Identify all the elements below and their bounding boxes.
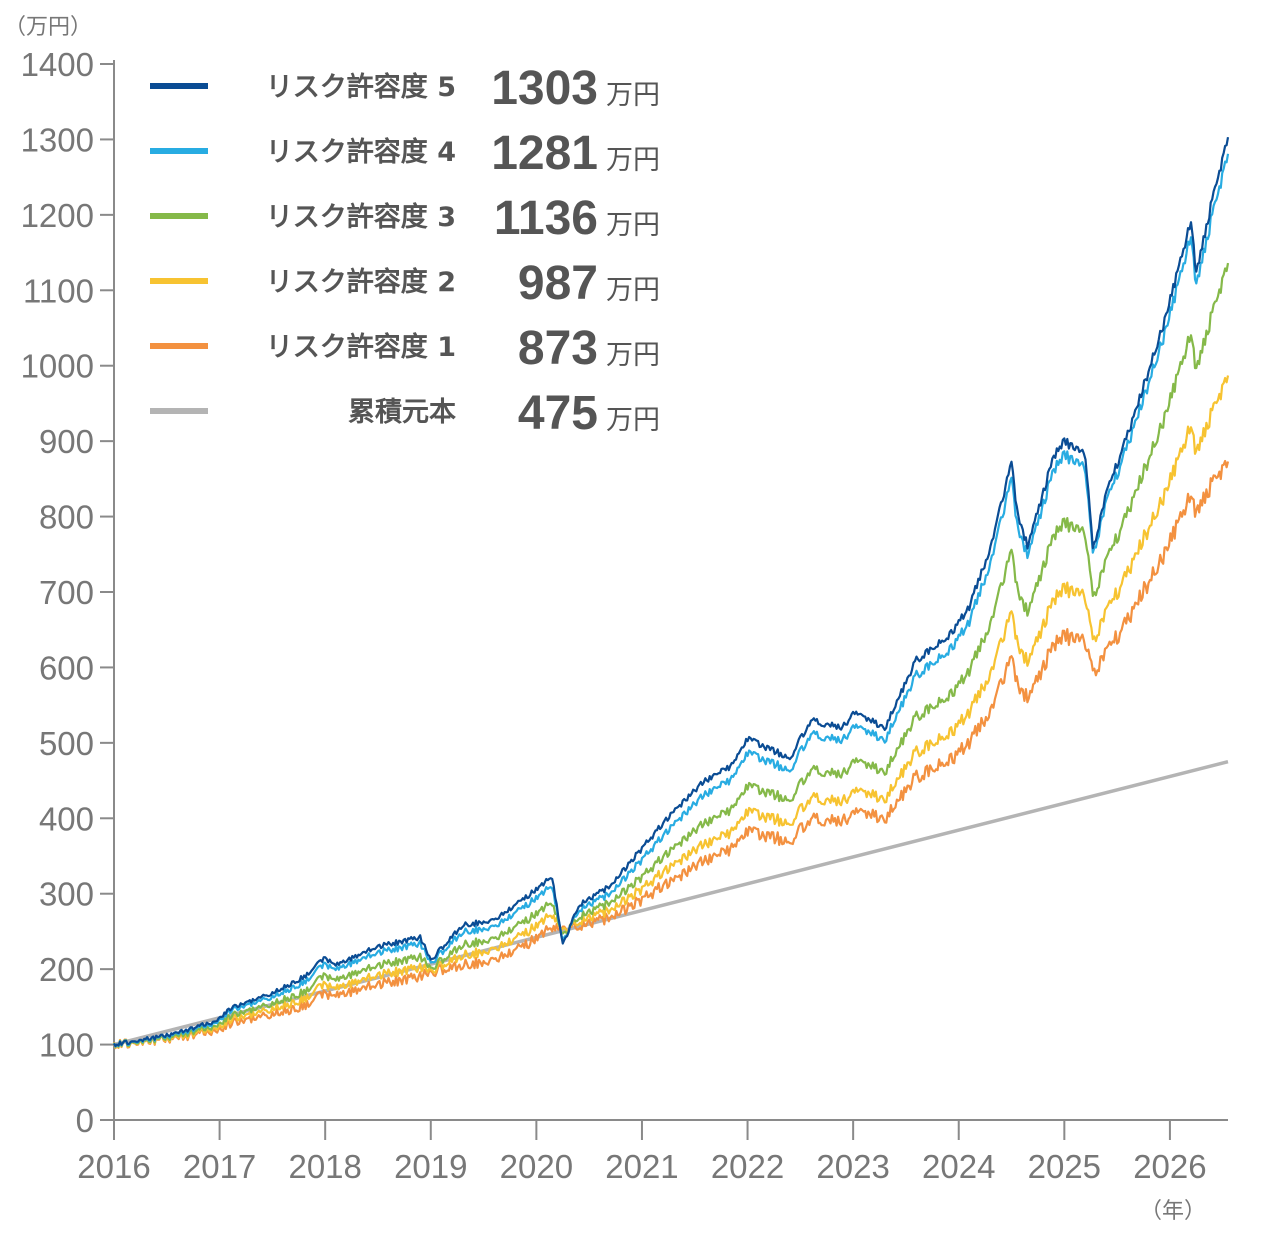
legend-label: 累積元本 xyxy=(348,397,456,428)
line-risk-3 xyxy=(112,262,1230,1049)
legend-value: 1303 xyxy=(491,62,598,115)
legend-value: 1281 xyxy=(491,127,598,180)
x-tick-label: 2024 xyxy=(922,1148,995,1185)
y-tick-label: 1200 xyxy=(21,197,94,234)
y-tick-label: 400 xyxy=(39,800,94,837)
axes: 0 100 200 300 400 500 600 700 800 900 1000 1100 1200… xyxy=(21,46,1228,1185)
legend-unit: 万円 xyxy=(606,145,660,176)
legend-item-risk-3: リスク許容度 3 1136 万円 xyxy=(150,192,660,245)
legend-label: リスク許容度 2 xyxy=(266,266,456,298)
legend-label: リスク許容度 1 xyxy=(266,331,456,363)
legend-value: 1136 xyxy=(494,192,598,245)
legend-value: 873 xyxy=(518,322,598,375)
x-axis-unit-label: （年） xyxy=(1140,1199,1206,1224)
legend-label: リスク許容度 3 xyxy=(266,201,456,233)
legend-item-risk-1: リスク許容度 1 873 万円 xyxy=(150,322,660,375)
x-tick-label: 2017 xyxy=(183,1148,256,1185)
y-tick-label: 700 xyxy=(39,574,94,611)
legend-label: リスク許容度 4 xyxy=(266,136,456,168)
x-tick-label: 2022 xyxy=(711,1148,784,1185)
y-tick-label: 200 xyxy=(39,951,94,988)
line-risk-2 xyxy=(112,153,1230,1048)
line-risk-4 xyxy=(112,375,1230,1049)
legend-value: 987 xyxy=(518,257,598,310)
x-tick-label: 2019 xyxy=(394,1148,467,1185)
x-tick-label: 2023 xyxy=(816,1148,889,1185)
y-tick-label: 1400 xyxy=(21,46,94,83)
y-tick-label: 900 xyxy=(39,423,94,460)
y-axis-unit-label: （万円） xyxy=(4,15,92,40)
legend-item-risk-4: リスク許容度 4 1281 万円 xyxy=(150,127,660,180)
legend-item-risk-2: リスク許容度 2 987 万円 xyxy=(150,257,660,310)
x-tick-label: 2016 xyxy=(77,1148,150,1185)
y-tick-label: 600 xyxy=(39,649,94,686)
legend-item-risk-5: リスク許容度 5 1303 万円 xyxy=(150,62,660,115)
legend-unit: 万円 xyxy=(606,340,660,371)
x-tick-label: 2018 xyxy=(288,1148,361,1185)
x-tick-label: 2026 xyxy=(1133,1148,1206,1185)
legend-unit: 万円 xyxy=(606,405,660,436)
legend-value: 475 xyxy=(518,387,598,440)
legend-item-principal: 累積元本 475 万円 xyxy=(150,387,660,440)
x-tick-label: 2021 xyxy=(605,1148,678,1185)
y-tick-label: 1300 xyxy=(21,121,94,158)
x-tick-label: 2025 xyxy=(1028,1148,1101,1185)
legend-unit: 万円 xyxy=(606,80,660,111)
legend-unit: 万円 xyxy=(606,275,660,306)
line-risk-5 xyxy=(112,459,1230,1050)
line-risk-1 xyxy=(113,137,1230,1048)
y-tick-label: 300 xyxy=(39,876,94,913)
y-tick-label: 1100 xyxy=(23,272,94,309)
y-tick-label: 100 xyxy=(39,1027,94,1064)
y-tick-label: 1000 xyxy=(21,348,94,385)
x-tick-label: 2020 xyxy=(500,1148,573,1185)
y-tick-label: 800 xyxy=(39,499,94,536)
legend-unit: 万円 xyxy=(606,210,660,241)
y-tick-label: 0 xyxy=(76,1102,94,1139)
series-lines xyxy=(112,137,1230,1050)
legend-label: リスク許容度 5 xyxy=(266,71,456,103)
y-tick-label: 500 xyxy=(39,725,94,762)
